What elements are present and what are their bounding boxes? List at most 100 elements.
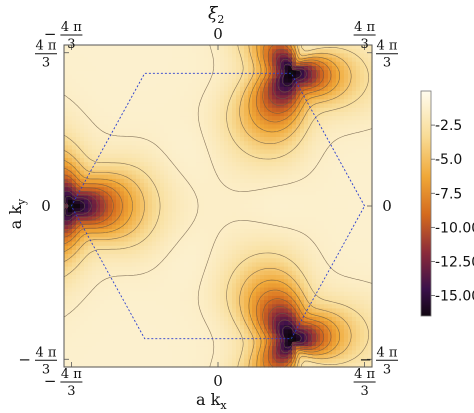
field-cell xyxy=(212,316,217,322)
field-cell xyxy=(296,220,301,226)
field-cell xyxy=(196,212,201,218)
field-cell xyxy=(172,107,177,113)
field-cell xyxy=(224,132,229,138)
field-cell xyxy=(100,249,105,255)
field-cell xyxy=(276,362,281,368)
field-cell xyxy=(312,279,317,284)
field-cell xyxy=(192,157,197,163)
field-cell xyxy=(164,325,169,330)
field-cell xyxy=(260,212,265,218)
field-cell xyxy=(208,241,213,247)
field-cell xyxy=(168,49,173,54)
field-cell xyxy=(288,229,293,234)
field-cell xyxy=(296,341,301,347)
field-cell xyxy=(228,325,233,330)
field-cell xyxy=(88,95,93,100)
field-cell xyxy=(96,74,101,80)
field-cell xyxy=(248,229,253,234)
field-cell xyxy=(220,316,225,322)
field-cell xyxy=(188,300,193,305)
field-cell xyxy=(256,82,261,88)
field-cell xyxy=(72,61,77,67)
field-cell xyxy=(288,233,293,238)
field-cell xyxy=(100,99,105,105)
field-cell xyxy=(320,65,325,71)
field-cell xyxy=(212,45,217,50)
field-cell xyxy=(228,258,233,264)
field-cell xyxy=(196,74,201,80)
field-cell xyxy=(88,291,93,297)
field-cell xyxy=(316,216,321,222)
field-cell xyxy=(212,362,217,368)
field-cell xyxy=(192,308,197,314)
field-cell xyxy=(256,279,261,284)
field-cell xyxy=(152,49,157,54)
field-cell xyxy=(252,300,257,305)
field-cell xyxy=(72,220,77,226)
field-cell xyxy=(220,333,225,339)
field-cell xyxy=(296,132,301,138)
field-cell xyxy=(164,61,169,67)
field-cell xyxy=(160,107,165,113)
field-cell xyxy=(96,354,101,360)
field-cell xyxy=(212,279,217,284)
field-cell xyxy=(232,316,237,322)
field-cell xyxy=(256,153,261,159)
field-cell xyxy=(72,141,77,146)
field-cell xyxy=(88,132,93,138)
field-cell xyxy=(112,45,117,50)
field-cell xyxy=(124,212,129,218)
field-cell xyxy=(300,229,305,234)
field-cell xyxy=(100,65,105,71)
field-cell xyxy=(220,74,225,80)
field-cell xyxy=(168,321,173,326)
field-cell xyxy=(124,65,129,71)
field-cell xyxy=(232,300,237,305)
field-cell xyxy=(108,295,113,301)
field-cell xyxy=(116,300,121,305)
field-cell xyxy=(116,329,121,335)
field-cell xyxy=(104,195,109,201)
field-cell xyxy=(136,229,141,234)
field-cell xyxy=(68,354,73,360)
field-cell xyxy=(216,153,221,159)
field-cell xyxy=(116,86,121,92)
field-cell xyxy=(296,174,301,180)
field-cell xyxy=(224,145,229,151)
field-cell xyxy=(180,132,185,138)
field-cell xyxy=(88,341,93,347)
field-cell xyxy=(140,195,145,201)
field-cell xyxy=(72,233,77,238)
field-cell xyxy=(136,103,141,109)
field-cell xyxy=(132,45,137,50)
field-cell xyxy=(92,333,97,339)
field-cell xyxy=(176,65,181,71)
field-cell xyxy=(232,350,237,356)
field-cell xyxy=(248,191,253,197)
field-cell xyxy=(172,132,177,138)
field-cell xyxy=(316,141,321,146)
field-cell xyxy=(240,291,245,297)
field-cell xyxy=(276,333,281,339)
field-cell xyxy=(256,49,261,54)
field-cell xyxy=(292,350,297,356)
field-cell xyxy=(272,275,277,280)
field-cell xyxy=(84,132,89,138)
field-cell xyxy=(320,124,325,130)
field-cell xyxy=(256,341,261,347)
field-cell xyxy=(180,212,185,218)
field-cell xyxy=(276,341,281,347)
field-cell xyxy=(72,291,77,297)
field-cell xyxy=(112,203,117,209)
field-cell xyxy=(244,333,249,339)
field-cell xyxy=(228,82,233,88)
field-cell xyxy=(280,362,285,368)
field-cell xyxy=(248,308,253,314)
field-cell xyxy=(208,49,213,54)
field-cell xyxy=(220,362,225,368)
field-cell xyxy=(132,287,137,293)
field-cell xyxy=(172,249,177,255)
field-cell xyxy=(200,279,205,284)
field-cell xyxy=(200,270,205,276)
field-cell xyxy=(72,74,77,80)
